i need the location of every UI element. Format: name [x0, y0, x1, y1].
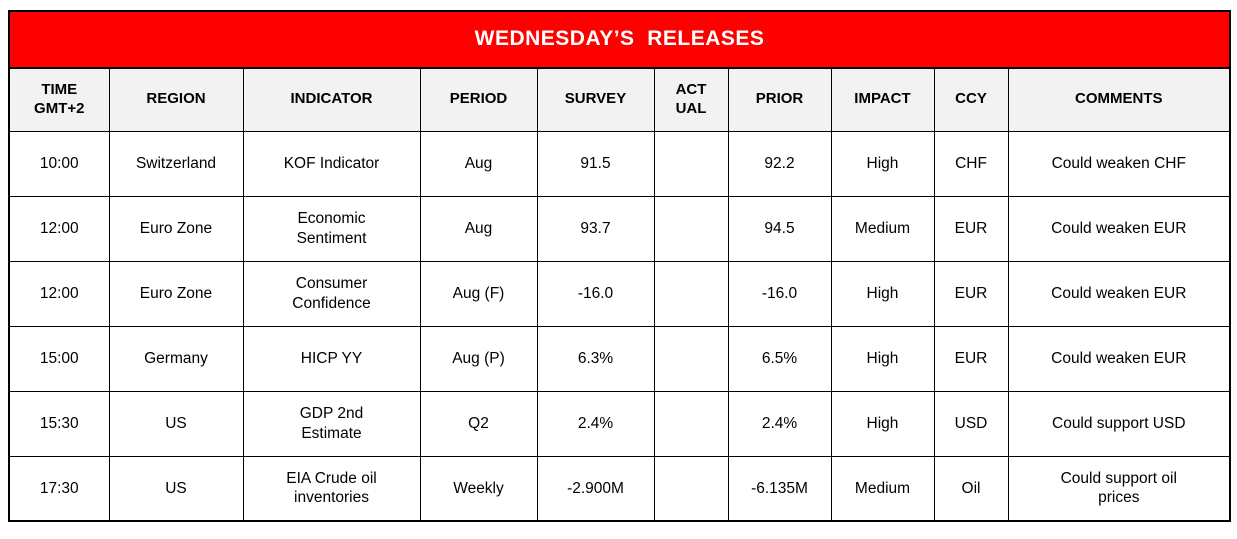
- cell-prior: 2.4%: [727, 390, 832, 457]
- cell-time: 15:30: [8, 390, 110, 457]
- cell-region: US: [108, 455, 244, 522]
- cell-ccy: EUR: [933, 195, 1009, 262]
- cell-region: Germany: [108, 325, 244, 392]
- column-header-actual: ACT UAL: [653, 67, 729, 132]
- cell-ccy: EUR: [933, 260, 1009, 327]
- cell-indicator: Consumer Confidence: [242, 260, 421, 327]
- cell-region: US: [108, 390, 244, 457]
- cell-time: 10:00: [8, 130, 110, 197]
- column-header-region: REGION: [108, 67, 244, 132]
- cell-survey: 6.3%: [536, 325, 655, 392]
- cell-prior: -16.0: [727, 260, 832, 327]
- cell-comments: Could weaken EUR: [1007, 195, 1231, 262]
- table-row: 15:00 Germany HICP YY Aug (P) 6.3% 6.5% High EU…: [8, 325, 1231, 392]
- column-header-prior: PRIOR: [727, 67, 832, 132]
- cell-survey: 93.7: [536, 195, 655, 262]
- cell-actual: [653, 390, 729, 457]
- cell-actual: [653, 455, 729, 522]
- cell-ccy: CHF: [933, 130, 1009, 197]
- cell-comments: Could support USD: [1007, 390, 1231, 457]
- cell-period: Aug: [419, 195, 538, 262]
- cell-region: Euro Zone: [108, 260, 244, 327]
- column-header-comments: COMMENTS: [1007, 67, 1231, 132]
- cell-actual: [653, 130, 729, 197]
- cell-time: 15:00: [8, 325, 110, 392]
- cell-ccy: USD: [933, 390, 1009, 457]
- table-row: 17:30 US EIA Crude oil inventories Weekly -2…: [8, 455, 1231, 522]
- column-header-indicator: INDICATOR: [242, 67, 421, 132]
- cell-indicator: Economic Sentiment: [242, 195, 421, 262]
- cell-impact: Medium: [830, 195, 935, 262]
- cell-survey: -2.900M: [536, 455, 655, 522]
- column-header-impact: IMPACT: [830, 67, 935, 132]
- column-header-ccy: CCY: [933, 67, 1009, 132]
- cell-survey: -16.0: [536, 260, 655, 327]
- cell-period: Aug (F): [419, 260, 538, 327]
- cell-prior: 92.2: [727, 130, 832, 197]
- column-header-survey: SURVEY: [536, 67, 655, 132]
- cell-impact: High: [830, 325, 935, 392]
- cell-time: 17:30: [8, 455, 110, 522]
- table-row: 10:00 Switzerland KOF Indicator Aug 91.5 92.2…: [8, 130, 1231, 197]
- cell-comments: Could weaken EUR: [1007, 260, 1231, 327]
- cell-impact: Medium: [830, 455, 935, 522]
- column-header-row: TIME GMT+2 REGION INDICATOR PERIOD SURVEY ACT…: [8, 67, 1231, 132]
- cell-prior: 94.5: [727, 195, 832, 262]
- cell-prior: 6.5%: [727, 325, 832, 392]
- table-row: 12:00 Euro Zone Economic Sentiment Aug 93.7 9…: [8, 195, 1231, 262]
- cell-period: Aug (P): [419, 325, 538, 392]
- releases-table: WEDNESDAY’S RELEASES TIME GMT+2 REGION IND…: [8, 10, 1232, 522]
- cell-comments: Could weaken EUR: [1007, 325, 1231, 392]
- cell-survey: 91.5: [536, 130, 655, 197]
- cell-time: 12:00: [8, 195, 110, 262]
- cell-ccy: EUR: [933, 325, 1009, 392]
- cell-period: Weekly: [419, 455, 538, 522]
- cell-comments: Could weaken CHF: [1007, 130, 1231, 197]
- cell-period: Q2: [419, 390, 538, 457]
- cell-ccy: Oil: [933, 455, 1009, 522]
- cell-time: 12:00: [8, 260, 110, 327]
- table-title: WEDNESDAY’S RELEASES: [8, 10, 1231, 69]
- cell-region: Switzerland: [108, 130, 244, 197]
- cell-impact: High: [830, 260, 935, 327]
- cell-period: Aug: [419, 130, 538, 197]
- cell-survey: 2.4%: [536, 390, 655, 457]
- cell-impact: High: [830, 130, 935, 197]
- cell-prior: -6.135M: [727, 455, 832, 522]
- cell-actual: [653, 325, 729, 392]
- cell-indicator: HICP YY: [242, 325, 421, 392]
- cell-indicator: KOF Indicator: [242, 130, 421, 197]
- cell-indicator: EIA Crude oil inventories: [242, 455, 421, 522]
- cell-comments: Could support oil prices: [1007, 455, 1231, 522]
- table-row: 15:30 US GDP 2nd Estimate Q2 2.4% 2.4% High USD…: [8, 390, 1231, 457]
- table-row: 12:00 Euro Zone Consumer Confidence Aug (F)…: [8, 260, 1231, 327]
- title-row: WEDNESDAY’S RELEASES: [8, 10, 1231, 69]
- column-header-time: TIME GMT+2: [8, 67, 110, 132]
- column-header-period: PERIOD: [419, 67, 538, 132]
- cell-indicator: GDP 2nd Estimate: [242, 390, 421, 457]
- cell-region: Euro Zone: [108, 195, 244, 262]
- cell-actual: [653, 260, 729, 327]
- cell-impact: High: [830, 390, 935, 457]
- page: WEDNESDAY’S RELEASES TIME GMT+2 REGION IND…: [0, 10, 1237, 539]
- cell-actual: [653, 195, 729, 262]
